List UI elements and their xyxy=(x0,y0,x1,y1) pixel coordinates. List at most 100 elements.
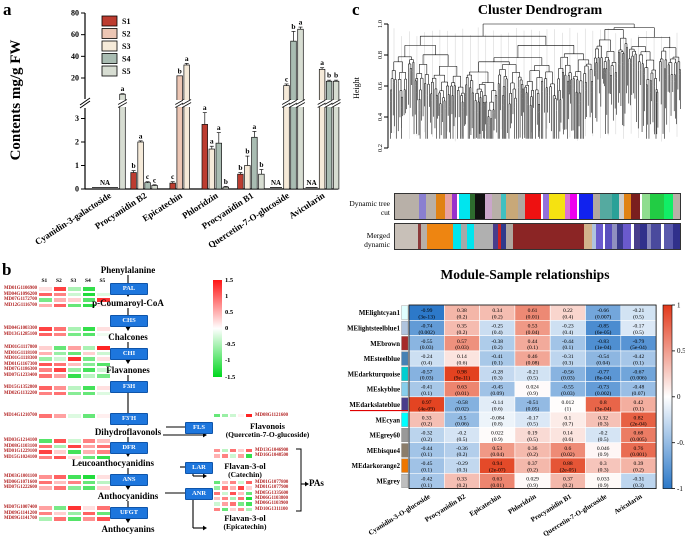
module-row-label: MElightsteelblue1 xyxy=(347,325,400,332)
gene-heatmap-cell xyxy=(38,331,53,338)
gene-heatmap-cell xyxy=(229,448,237,454)
cell-correlation: 0.53 xyxy=(492,446,502,452)
cell-correlation: 0.57 xyxy=(457,339,467,345)
gene-heatmap-cell xyxy=(67,485,82,491)
module-color-segment xyxy=(641,194,651,219)
gene-heatmap-cell xyxy=(67,479,82,486)
cell-pvalue: (0.5) xyxy=(527,421,538,428)
gene-heatmap-cell xyxy=(38,443,53,450)
cell-pvalue: (0.2) xyxy=(633,466,644,473)
bar xyxy=(318,68,326,190)
bar-break-mask xyxy=(282,100,291,107)
cell-pvalue: (2e-07) xyxy=(489,466,506,473)
significance-letter: a xyxy=(299,18,303,27)
cell-correlation: -0.44 xyxy=(562,339,574,345)
gene-heatmap-cell xyxy=(221,485,229,491)
colorbar-tick-label: -1 xyxy=(677,485,683,493)
cell-correlation: -0.41 xyxy=(421,385,433,391)
gene-id-label: MD13G1046900 xyxy=(255,448,289,453)
bar xyxy=(183,64,190,190)
module-color-segment xyxy=(492,194,501,219)
gene-id-label: MD03G1214100 xyxy=(3,438,37,443)
gene-heatmap-cell xyxy=(81,286,96,292)
sample-column-header: S2 xyxy=(56,278,62,284)
gene-heatmap-row xyxy=(213,413,253,419)
module-colorbar xyxy=(662,304,673,489)
cell-correlation: 0.94 xyxy=(492,461,502,467)
module-color-segment xyxy=(427,224,453,249)
module-color-segment xyxy=(640,224,647,249)
module-color-segment xyxy=(605,224,612,249)
gene-id-label: MD07G1233400 xyxy=(3,373,37,378)
cell-pvalue: (0.002) xyxy=(418,329,434,336)
bar-break-slash xyxy=(117,102,128,108)
cell-pvalue: (9e-11) xyxy=(454,375,470,382)
gene-heatmap-row xyxy=(38,331,111,338)
compound-column-label: Quercetin-7-O-glucoside xyxy=(542,493,608,536)
metabolite-dihydroflavonols: Dihydroflavonols xyxy=(94,427,162,437)
gene-heatmap-cell xyxy=(67,356,82,362)
cell-pvalue: (0.001) xyxy=(630,451,646,458)
pathway-arrowhead xyxy=(125,327,131,331)
cell-pvalue: (0.04) xyxy=(526,329,540,336)
na-label: NA xyxy=(307,179,317,187)
gene-heatmap-cell xyxy=(237,496,245,502)
bar-break-slash xyxy=(331,102,341,108)
cell-correlation: -0.56 xyxy=(562,369,574,375)
cell-pvalue: (0.9) xyxy=(527,390,538,397)
product-flavonols: Flavonois (Quercetin-7-O-glucoside) xyxy=(195,422,340,440)
cell-correlation: -0.28 xyxy=(491,369,503,375)
cell-correlation: 0.82 xyxy=(634,415,644,421)
gene-heatmap-cell xyxy=(81,302,96,309)
cell-correlation: 0.1 xyxy=(564,415,571,421)
merged-dynamic-strip xyxy=(394,223,681,250)
module-row-label: MEbrown xyxy=(370,341,400,348)
gene-id-label: MD01G1077900 xyxy=(255,485,289,491)
module-color-segment xyxy=(469,194,475,219)
cell-pvalue: (1e-04) xyxy=(595,344,612,351)
gene-heatmap-cell xyxy=(213,485,221,491)
dendro-y-tick-label: 0.6 xyxy=(377,81,384,90)
module-color-segment xyxy=(419,194,427,219)
gene-heatmap-cell xyxy=(67,367,82,373)
gene-heatmap-cell xyxy=(237,448,245,454)
cell-correlation: 0.42 xyxy=(634,400,644,406)
module-color-segment xyxy=(650,194,665,219)
cell-pvalue: (0.5) xyxy=(527,436,538,443)
gene-heatmap-cell xyxy=(38,286,53,292)
gene-heatmap-cell xyxy=(38,479,53,486)
legend-label: S5 xyxy=(122,67,130,76)
colorbar-tick-label: 1 xyxy=(677,301,681,309)
heatmap-border xyxy=(408,304,657,490)
product-catechin-name: Flavan-3-ol xyxy=(224,461,266,471)
compound-column-label: Epicatechin xyxy=(468,492,502,518)
metabolite-anthocyanidins: Anthocyanidins xyxy=(97,491,159,501)
gene-id-label: MD10G1311100 xyxy=(255,506,288,512)
cell-correlation: -0.57 xyxy=(421,369,433,375)
module-color-segment xyxy=(540,194,543,219)
gene-heatmap-row xyxy=(38,510,111,517)
cell-correlation: -0.55 xyxy=(562,385,574,391)
gene-heatmap-cell xyxy=(52,449,67,455)
gene-id-label: MD01G1118300 xyxy=(4,356,37,362)
gene-heatmap-cell xyxy=(213,496,221,502)
panel-a-label: a xyxy=(3,0,12,19)
gene-heatmap-cell xyxy=(52,345,67,351)
cell-correlation: -0.17 xyxy=(527,415,539,421)
module-color-segment xyxy=(473,224,494,249)
gene-heatmap-cell xyxy=(81,510,96,517)
cell-pvalue: (0.2) xyxy=(527,466,538,473)
legend-label: S3 xyxy=(122,42,130,51)
gene-heatmap-cell xyxy=(81,385,96,391)
cell-correlation: 0.14 xyxy=(457,354,467,360)
bar xyxy=(325,80,333,190)
cell-correlation: -0.45 xyxy=(491,385,503,391)
bar xyxy=(244,165,251,190)
enzyme-box-f3ph: F3'H xyxy=(110,413,148,425)
module-color-swatch xyxy=(401,412,409,427)
gene-heatmap-cell xyxy=(96,302,111,309)
gene-heatmap-cell xyxy=(38,516,53,522)
module-color-segment xyxy=(498,224,501,249)
module-row-label: MEdarkslateblue xyxy=(349,402,400,409)
cell-correlation: 0.8 xyxy=(600,400,607,406)
